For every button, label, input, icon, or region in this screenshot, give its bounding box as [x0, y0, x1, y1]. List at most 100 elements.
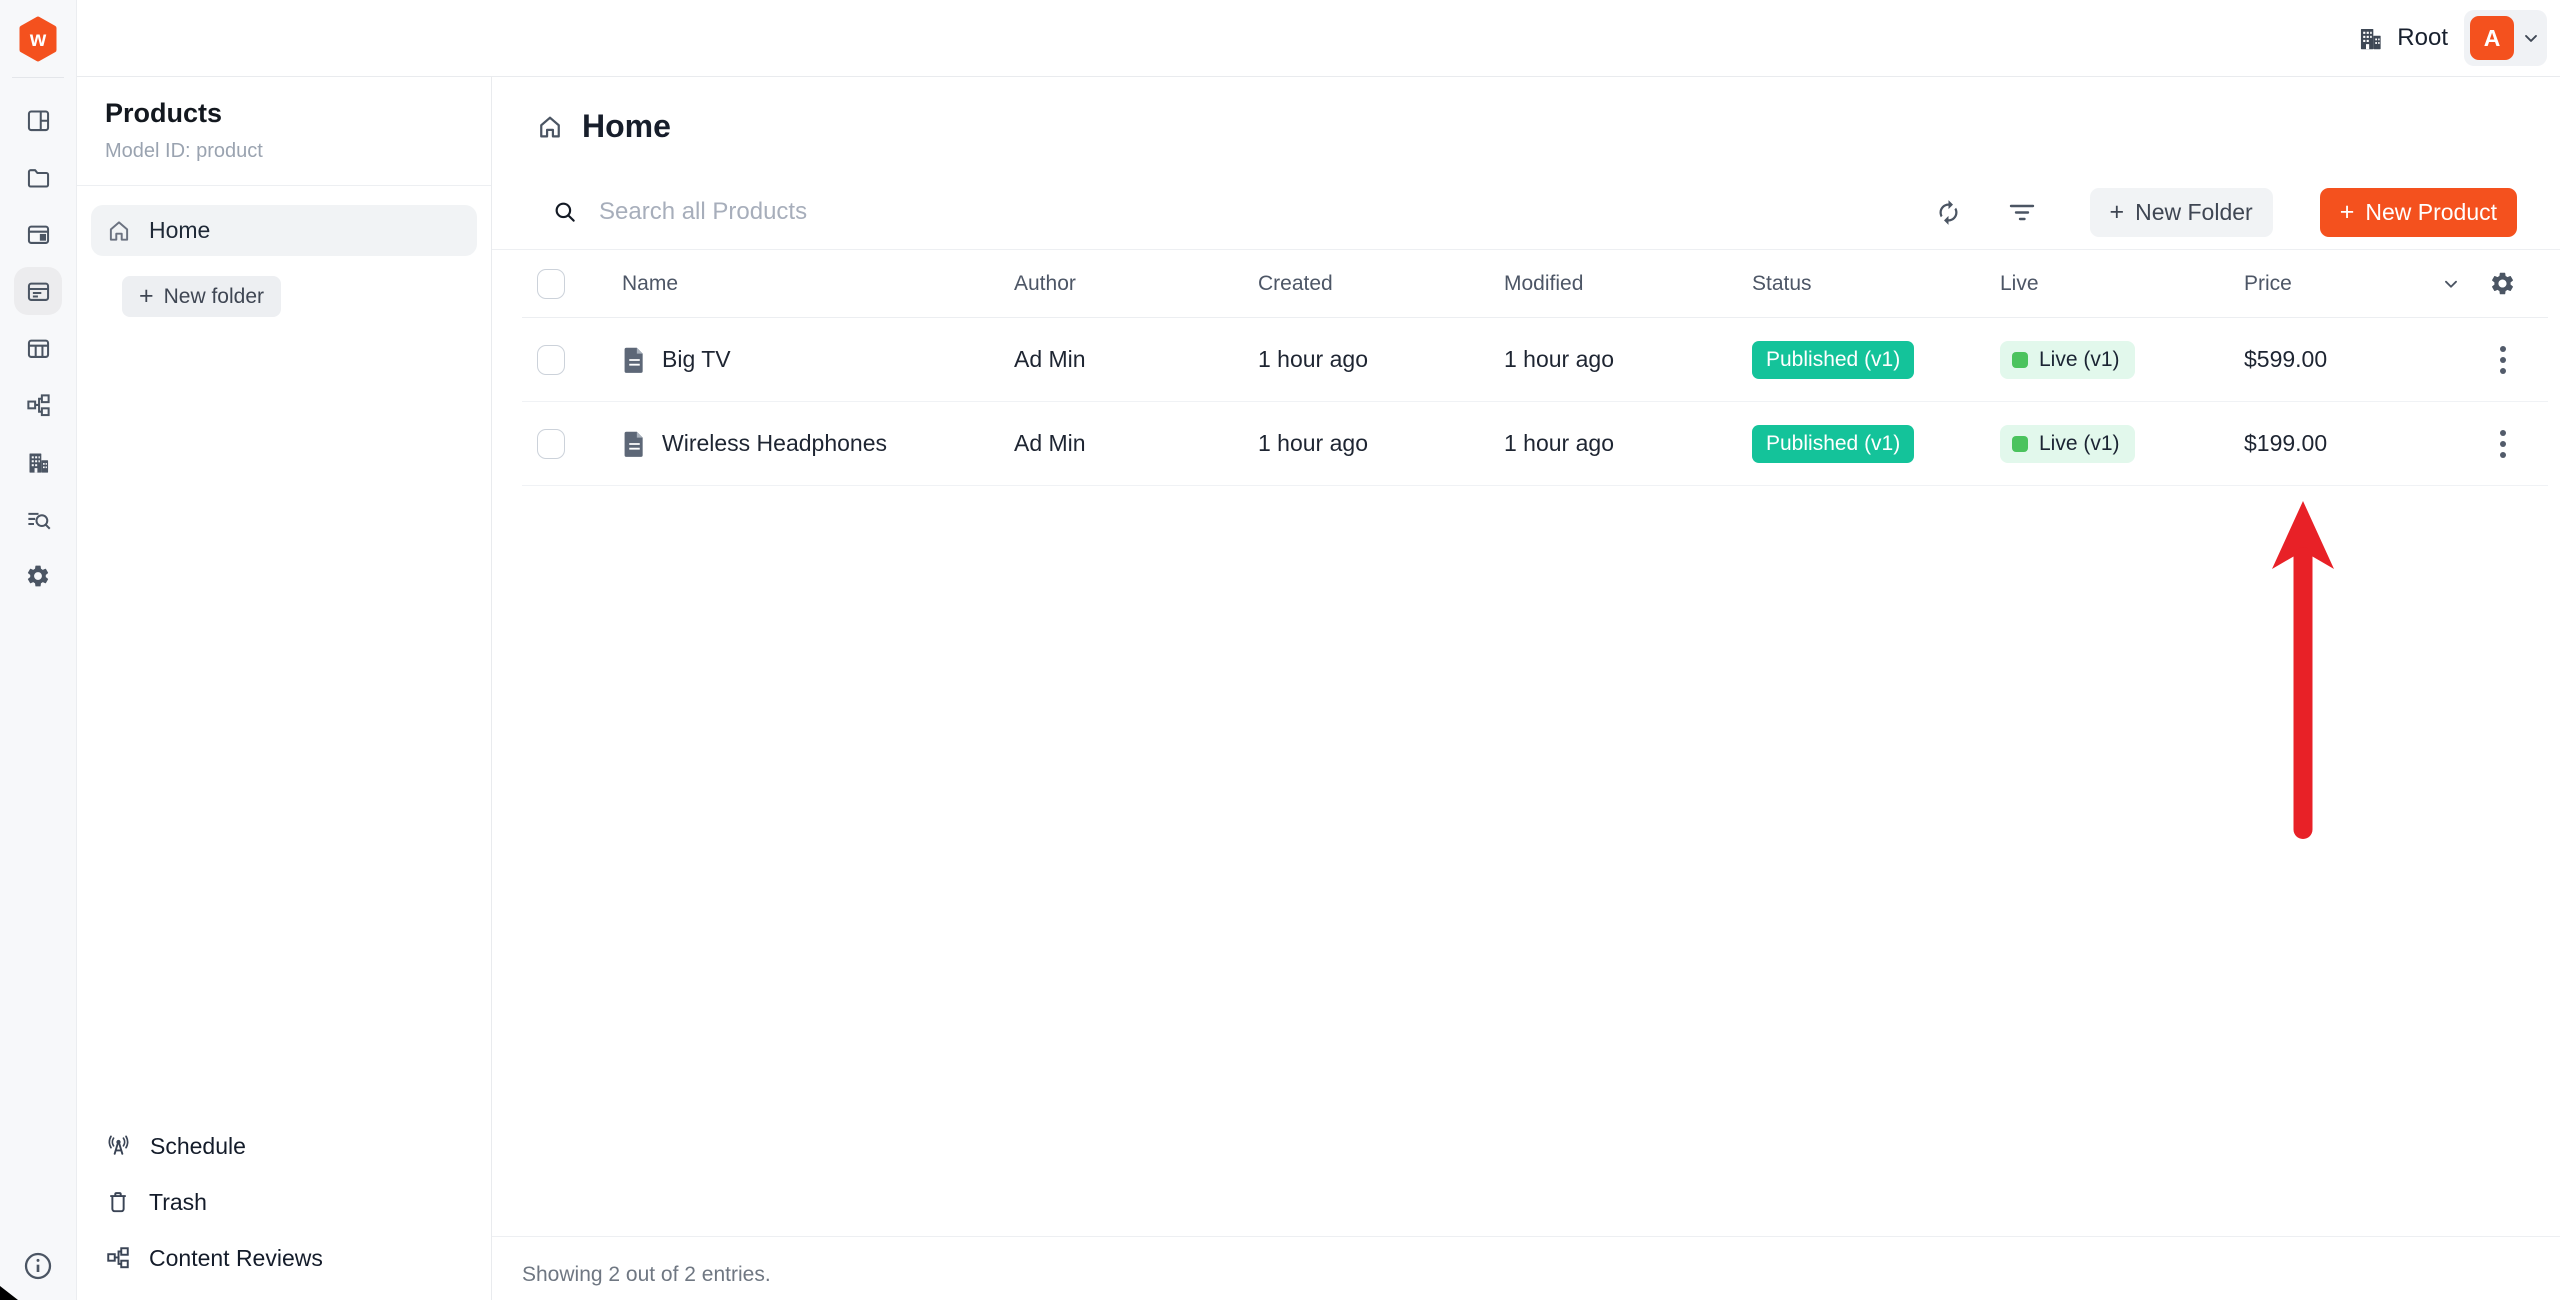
new-folder-label: New folder [163, 284, 264, 308]
headless-cms-icon [27, 282, 49, 301]
rail-item-tables[interactable] [14, 324, 62, 372]
app-rail: w [0, 0, 77, 1300]
status-badge: Published (v1) [1752, 424, 1915, 463]
filter-button[interactable] [2004, 199, 2040, 225]
chevron-down-icon[interactable] [2440, 273, 2462, 295]
plus-icon: + [2339, 197, 2355, 226]
status-badge: Published (v1) [1752, 340, 1915, 379]
sidebar-item-schedule[interactable]: Schedule [105, 1125, 463, 1167]
workspace-label: Root [2397, 24, 2448, 51]
plus-icon: + [2109, 197, 2125, 226]
rail-item-headless-cms[interactable] [14, 267, 62, 315]
schedule-label: Schedule [150, 1132, 246, 1159]
content-reviews-label: Content Reviews [149, 1244, 323, 1271]
trash-icon [109, 1192, 127, 1213]
home-icon [540, 116, 560, 137]
info-icon [24, 1252, 52, 1280]
rail-item-settings[interactable] [14, 552, 62, 600]
home-icon [109, 220, 129, 241]
products-table: Name Author Created Modified Status Live… [522, 250, 2548, 486]
table-header-row: Name Author Created Modified Status Live… [522, 250, 2548, 318]
document-icon [624, 347, 643, 373]
row-menu-kebab-icon[interactable] [2496, 426, 2510, 462]
refresh-button[interactable] [1931, 195, 1966, 230]
avatar: A [2470, 16, 2514, 60]
row-menu-kebab-icon[interactable] [2496, 342, 2510, 378]
live-dot [2012, 351, 2028, 368]
row-checkbox[interactable] [537, 344, 565, 375]
column-header-status[interactable]: Status [1752, 271, 1812, 295]
trash-label: Trash [149, 1188, 207, 1215]
account-menu[interactable]: A [2464, 10, 2547, 66]
sidebar-item-content-reviews[interactable]: Content Reviews [105, 1237, 463, 1279]
rail-item-tenants[interactable] [14, 438, 62, 486]
search-input[interactable] [599, 198, 1239, 226]
sidebar-title: Products [105, 98, 223, 128]
rail-item-workflows[interactable] [14, 381, 62, 429]
author-cell: Ad Min [1014, 430, 1086, 456]
product-name: Big TV [662, 346, 731, 372]
price-cell: $199.00 [2244, 430, 2328, 456]
document-icon [624, 431, 643, 457]
price-cell: $599.00 [2244, 346, 2328, 372]
search-bar [552, 198, 1931, 226]
workflow-icon [26, 393, 50, 416]
rail-item-layout[interactable] [14, 96, 62, 144]
live-badge: Live (v1) [2000, 424, 2135, 463]
sidebar-new-folder-button[interactable]: + New folder [122, 276, 281, 317]
column-header-created[interactable]: Created [1258, 271, 1333, 295]
sidebar-item-home[interactable]: Home [91, 205, 477, 256]
new-folder-button-label: New Folder [2135, 198, 2253, 225]
refresh-icon [1939, 199, 1957, 225]
toolbar: + New Folder + New Product [552, 187, 2517, 237]
broadcast-icon [108, 1135, 129, 1155]
table-row[interactable]: Wireless Headphones Ad Min 1 hour ago 1 … [522, 402, 2548, 486]
logo-hexagon-icon: w [19, 16, 57, 61]
rail-item-audit-logs[interactable] [14, 495, 62, 543]
new-folder-button[interactable]: + New Folder [2089, 187, 2273, 237]
column-header-author[interactable]: Author [1014, 271, 1076, 295]
audit-search-icon [27, 512, 50, 529]
svg-text:w: w [29, 28, 47, 51]
author-cell: Ad Min [1014, 346, 1086, 372]
products-sidebar: Products Model ID: product Home + New fo… [77, 77, 492, 1300]
new-product-button[interactable]: + New Product [2319, 187, 2517, 237]
sidebar-item-label: Home [149, 217, 211, 243]
modified-cell: 1 hour ago [1504, 430, 1614, 456]
workspace-selector[interactable]: Root [2357, 24, 2448, 52]
webiny-logo[interactable]: w [0, 0, 76, 77]
building-icon [2361, 28, 2381, 49]
entries-count: Showing 2 out of 2 entries. [522, 1263, 771, 1286]
modified-cell: 1 hour ago [1504, 346, 1614, 372]
chevron-down-icon [2525, 35, 2537, 42]
layout-icon [27, 109, 49, 131]
workflow-icon [107, 1247, 129, 1269]
main-content: Home + New Folder [492, 77, 2560, 1300]
top-bar: Root A [77, 0, 2560, 77]
table-row[interactable]: Big TV Ad Min 1 hour ago 1 hour ago Publ… [522, 318, 2548, 402]
created-cell: 1 hour ago [1258, 346, 1368, 372]
sidebar-header: Products Model ID: product [77, 77, 491, 186]
page-title: Home [582, 108, 671, 144]
live-badge: Live (v1) [2000, 340, 2135, 379]
model-id-subtitle: Model ID: product [105, 140, 263, 162]
footer-divider [492, 1236, 2560, 1237]
select-all-checkbox[interactable] [537, 268, 565, 299]
column-header-price[interactable]: Price [2244, 271, 2292, 295]
column-header-name[interactable]: Name [622, 271, 679, 295]
rail-item-page-builder[interactable] [14, 210, 62, 258]
column-header-live[interactable]: Live [2000, 271, 2039, 295]
table-icon [27, 339, 49, 358]
product-name: Wireless Headphones [662, 430, 888, 456]
column-header-modified[interactable]: Modified [1504, 271, 1584, 295]
rail-divider [12, 77, 64, 78]
rail-item-folders[interactable] [14, 153, 62, 201]
filter-icon [2009, 204, 2034, 221]
settings-gear-icon [27, 565, 49, 587]
folder-icon [27, 168, 49, 188]
row-checkbox[interactable] [537, 428, 565, 459]
created-cell: 1 hour ago [1258, 430, 1368, 456]
sidebar-item-trash[interactable]: Trash [105, 1181, 463, 1223]
rail-item-info[interactable] [0, 1250, 76, 1282]
table-settings-gear-icon[interactable] [2489, 270, 2516, 297]
